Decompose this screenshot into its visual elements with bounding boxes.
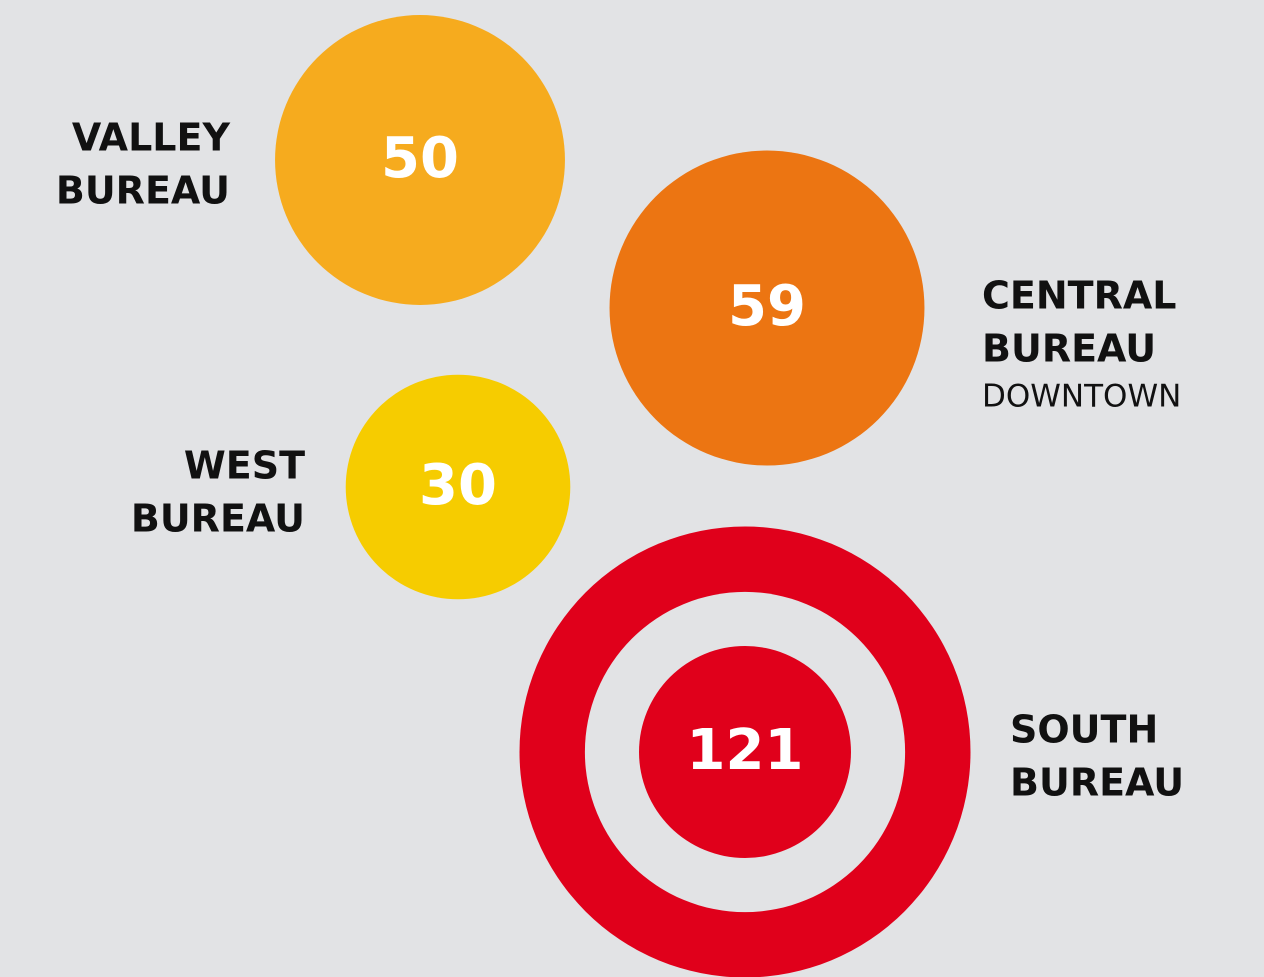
category-label: WEST bbox=[184, 444, 305, 488]
category-label: SOUTH bbox=[1010, 708, 1158, 752]
value-label: 30 bbox=[419, 453, 497, 518]
category-label: BUREAU bbox=[56, 169, 230, 213]
bubble-core bbox=[639, 646, 851, 858]
value-label: 121 bbox=[687, 718, 804, 783]
value-label: 59 bbox=[728, 274, 806, 339]
category-label: BUREAU bbox=[131, 497, 305, 541]
bubble bbox=[275, 15, 565, 305]
value-label: 50 bbox=[381, 126, 459, 191]
bubble bbox=[609, 150, 925, 466]
category-label: BUREAU bbox=[982, 327, 1156, 371]
category-label: CENTRAL bbox=[982, 274, 1176, 318]
category-label: BUREAU bbox=[1010, 761, 1184, 805]
bubble bbox=[345, 374, 571, 600]
annotation: DOWNTOWN bbox=[982, 379, 1181, 415]
category-label: VALLEY bbox=[72, 116, 231, 160]
